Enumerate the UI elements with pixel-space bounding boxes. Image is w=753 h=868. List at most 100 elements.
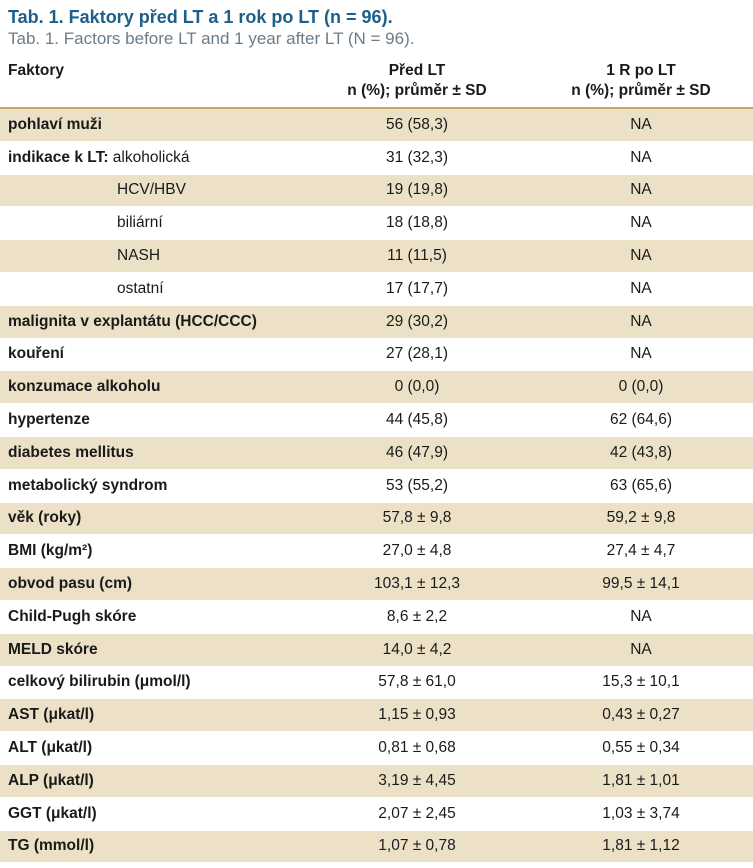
table-row: NASH 11 (11,5) NA bbox=[0, 239, 753, 273]
cell-after-lt: 0,55 ± 0,34 bbox=[529, 731, 753, 765]
row-label: ALT (μkat/l) bbox=[0, 731, 305, 765]
cell-after-lt: 0,43 ± 0,27 bbox=[529, 698, 753, 732]
cell-before-lt: 27 (28,1) bbox=[305, 337, 529, 371]
cell-after-lt: 63 (65,6) bbox=[529, 468, 753, 503]
cell-after-lt: 99,5 ± 14,1 bbox=[529, 567, 753, 601]
cell-before-lt: 11 (11,5) bbox=[305, 239, 529, 273]
cell-after-lt: NA bbox=[529, 271, 753, 306]
header-factors-label: Faktory bbox=[8, 62, 64, 79]
cell-after-lt: 15,3 ± 10,1 bbox=[529, 665, 753, 699]
cell-before-lt: 19 (19,8) bbox=[305, 173, 529, 207]
row-label-text: metabolický syndrom bbox=[8, 476, 168, 494]
row-label: biliární bbox=[0, 206, 305, 240]
table-row: pohlaví muži 56 (58,3) NA bbox=[0, 107, 753, 142]
row-label: MELD skóre bbox=[0, 632, 305, 667]
cell-before-lt: 44 (45,8) bbox=[305, 403, 529, 437]
row-label-text: celkový bilirubin (μmol/l) bbox=[8, 673, 191, 691]
table-row: hypertenze 44 (45,8) 62 (64,6) bbox=[0, 403, 753, 437]
table-row: BMI (kg/m²) 27,0 ± 4,8 27,4 ± 4,7 bbox=[0, 534, 753, 568]
row-label: Child-Pugh skóre bbox=[0, 599, 305, 634]
table-row: HCV/HBV 19 (19,8) NA bbox=[0, 173, 753, 207]
table-row: ALP (μkat/l) 3,19 ± 4,45 1,81 ± 1,01 bbox=[0, 763, 753, 798]
cell-before-lt: 3,19 ± 4,45 bbox=[305, 763, 529, 798]
caption-title-english: Tab. 1. Factors before LT and 1 year aft… bbox=[8, 29, 415, 48]
cell-before-lt: 29 (30,2) bbox=[305, 304, 529, 339]
row-label-text: konzumace alkoholu bbox=[8, 378, 161, 396]
table-header: Faktory Před LT n (%); průměr ± SD 1 R p… bbox=[0, 57, 753, 108]
row-label-text: Child-Pugh skóre bbox=[8, 607, 137, 625]
cell-before-lt: 8,6 ± 2,2 bbox=[305, 599, 529, 634]
row-label: AST (μkat/l) bbox=[0, 698, 305, 732]
table-row: kouření 27 (28,1) NA bbox=[0, 337, 753, 371]
cell-after-lt: 1,81 ± 1,12 bbox=[529, 829, 753, 863]
cell-before-lt: 0 (0,0) bbox=[305, 370, 529, 404]
cell-after-lt: NA bbox=[529, 140, 753, 175]
cell-after-lt: NA bbox=[529, 239, 753, 273]
header-before-lt-units: n (%); průměr ± SD bbox=[347, 82, 487, 99]
row-label: metabolický syndrom bbox=[0, 468, 305, 503]
row-label-text: BMI (kg/m²) bbox=[8, 542, 93, 560]
row-label: TG (mmol/l) bbox=[0, 829, 305, 863]
row-label: NASH bbox=[0, 239, 305, 273]
row-label-text: biliární bbox=[117, 214, 163, 232]
cell-before-lt: 27,0 ± 4,8 bbox=[305, 534, 529, 568]
cell-after-lt: 59,2 ± 9,8 bbox=[529, 501, 753, 535]
table-row: Child-Pugh skóre 8,6 ± 2,2 NA bbox=[0, 599, 753, 634]
row-label: indikace k LT: alkoholická bbox=[0, 140, 305, 175]
cell-before-lt: 0,81 ± 0,68 bbox=[305, 731, 529, 765]
header-before-lt-title: Před LT bbox=[388, 62, 446, 79]
row-label-text: indikace k LT: bbox=[8, 148, 109, 166]
header-after-lt: 1 R po LT n (%); průměr ± SD bbox=[529, 57, 753, 108]
row-label-text: ALT (μkat/l) bbox=[8, 739, 93, 757]
row-label-text: ALP (μkat/l) bbox=[8, 771, 94, 789]
row-label: hypertenze bbox=[0, 403, 305, 437]
cell-before-lt: 18 (18,8) bbox=[305, 206, 529, 240]
header-before-lt: Před LT n (%); průměr ± SD bbox=[305, 57, 529, 108]
cell-after-lt: NA bbox=[529, 304, 753, 339]
row-label-text: GGT (μkat/l) bbox=[8, 804, 97, 822]
table-row: ALT (μkat/l) 0,81 ± 0,68 0,55 ± 0,34 bbox=[0, 731, 753, 765]
cell-after-lt: NA bbox=[529, 337, 753, 371]
header-after-lt-title: 1 R po LT bbox=[606, 62, 676, 79]
header-factors: Faktory bbox=[0, 57, 305, 108]
row-label: celkový bilirubin (μmol/l) bbox=[0, 665, 305, 699]
row-label: konzumace alkoholu bbox=[0, 370, 305, 404]
table-row: GGT (μkat/l) 2,07 ± 2,45 1,03 ± 3,74 bbox=[0, 796, 753, 831]
row-label: kouření bbox=[0, 337, 305, 371]
cell-before-lt: 1,15 ± 0,93 bbox=[305, 698, 529, 732]
row-label-text: AST (μkat/l) bbox=[8, 706, 95, 724]
cell-after-lt: NA bbox=[529, 107, 753, 142]
caption-title-czech: Tab. 1. Faktory před LT a 1 rok po LT (n… bbox=[8, 7, 393, 27]
cell-after-lt: 1,03 ± 3,74 bbox=[529, 796, 753, 831]
table-row: věk (roky) 57,8 ± 9,8 59,2 ± 9,8 bbox=[0, 501, 753, 535]
row-label-text: věk (roky) bbox=[8, 509, 82, 527]
table-body: pohlaví muži 56 (58,3) NA indikace k LT: al… bbox=[0, 107, 753, 863]
cell-before-lt: 53 (55,2) bbox=[305, 468, 529, 503]
row-label: pohlaví muži bbox=[0, 107, 305, 142]
header-after-lt-units: n (%); průměr ± SD bbox=[571, 82, 711, 99]
table-row: MELD skóre 14,0 ± 4,2 NA bbox=[0, 632, 753, 667]
row-label-text: malignita v explantátu (HCC/CCC) bbox=[8, 312, 257, 330]
table-row: ostatní 17 (17,7) NA bbox=[0, 271, 753, 306]
table-row: konzumace alkoholu 0 (0,0) 0 (0,0) bbox=[0, 370, 753, 404]
row-label-text: obvod pasu (cm) bbox=[8, 575, 133, 593]
cell-before-lt: 103,1 ± 12,3 bbox=[305, 567, 529, 601]
cell-before-lt: 2,07 ± 2,45 bbox=[305, 796, 529, 831]
table-row: metabolický syndrom 53 (55,2) 63 (65,6) bbox=[0, 468, 753, 503]
table-row: obvod pasu (cm) 103,1 ± 12,3 99,5 ± 14,1 bbox=[0, 567, 753, 601]
cell-after-lt: NA bbox=[529, 206, 753, 240]
row-label: ostatní bbox=[0, 271, 305, 306]
table-row: diabetes mellitus 46 (47,9) 42 (43,8) bbox=[0, 435, 753, 470]
cell-before-lt: 57,8 ± 9,8 bbox=[305, 501, 529, 535]
table-row: indikace k LT: alkoholická 31 (32,3) NA bbox=[0, 140, 753, 175]
cell-after-lt: 42 (43,8) bbox=[529, 435, 753, 470]
row-label: věk (roky) bbox=[0, 501, 305, 535]
row-label: malignita v explantátu (HCC/CCC) bbox=[0, 304, 305, 339]
row-label-text: NASH bbox=[117, 247, 161, 265]
cell-after-lt: NA bbox=[529, 599, 753, 634]
cell-after-lt: 0 (0,0) bbox=[529, 370, 753, 404]
row-label-text: hypertenze bbox=[8, 411, 90, 429]
row-label-text: ostatní bbox=[117, 279, 164, 297]
row-label-text: diabetes mellitus bbox=[8, 443, 134, 461]
table-row: TG (mmol/l) 1,07 ± 0,78 1,81 ± 1,12 bbox=[0, 829, 753, 863]
